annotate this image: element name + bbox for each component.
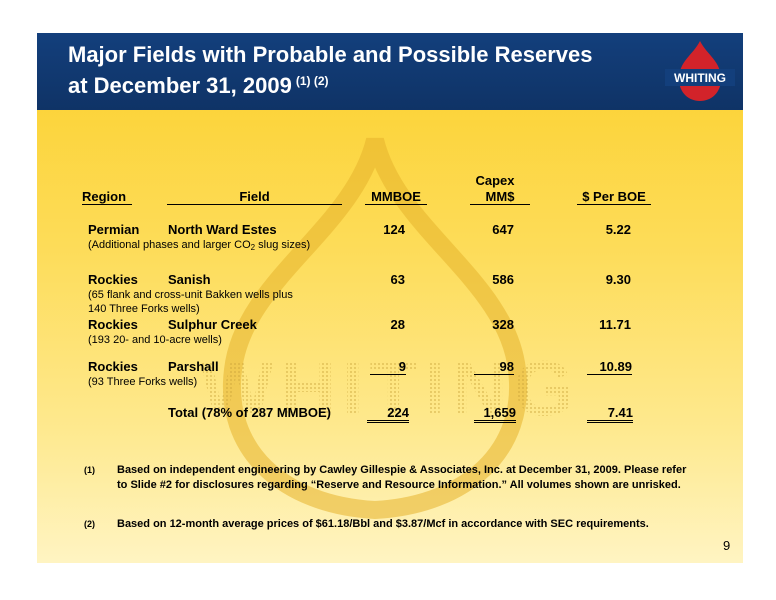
row-1-note: (Additional phases and larger CO2 slug s… — [88, 239, 310, 252]
row-2-per-boe: 9.30 — [605, 272, 631, 287]
row-4-region: Rockies — [88, 359, 138, 374]
page-number: 9 — [723, 538, 731, 553]
total-per-boe: 7.41 — [587, 405, 633, 423]
row-1-capex: 647 — [492, 222, 514, 237]
whiting-watermark: WHITING — [200, 137, 580, 520]
header-capex-line2: MM$ — [470, 189, 530, 205]
row-4-mmboe: 9 — [370, 359, 406, 375]
row-4-capex: 98 — [474, 359, 514, 375]
row-1-region: Permian — [88, 222, 140, 237]
page-title: Major Fields with Probable and Possible … — [68, 41, 593, 99]
title-line-2: at December 31, 2009 — [68, 73, 292, 98]
row-3-field: Sulphur Creek — [168, 317, 257, 332]
row-4-per-boe: 10.89 — [587, 359, 632, 375]
watermark-drop-shape — [222, 137, 528, 520]
row-4-field: Parshall — [168, 359, 219, 374]
header-capex-line1: Capex — [475, 173, 515, 188]
row-1-note-part2: slug sizes) — [255, 239, 311, 251]
row-3-per-boe: 11.71 — [599, 317, 631, 332]
header-per-boe: $ Per BOE — [577, 189, 651, 205]
row-1-per-boe: 5.22 — [605, 222, 631, 237]
total-label: Total (78% of 287 MMBOE) — [168, 405, 332, 420]
footnote-1-mark: (1) — [84, 465, 95, 475]
row-2-region: Rockies — [88, 272, 138, 287]
row-2-note-line2: 140 Three Forks wells) — [88, 303, 200, 315]
row-1-mmboe: 124 — [383, 222, 405, 237]
footnote-1-text: Based on independent engineering by Cawl… — [117, 464, 687, 491]
logo-text: WHITING — [674, 71, 726, 85]
row-3-note: (193 20- and 10-acre wells) — [88, 334, 222, 346]
watermark-text: WHITING — [200, 344, 580, 432]
total-mmboe: 224 — [367, 405, 409, 423]
row-1-note-part1: (Additional phases and larger CO — [88, 239, 251, 251]
title-line-1: Major Fields with Probable and Possible … — [68, 42, 593, 67]
header-field: Field — [167, 189, 342, 205]
row-1-note-subscript: 2 — [250, 243, 256, 252]
row-2-note-line1: (65 flank and cross-unit Bakken wells pl… — [88, 289, 293, 301]
row-3-region: Rockies — [88, 317, 138, 332]
whiting-logo: WHITING — [665, 41, 735, 101]
row-2-field: Sanish — [168, 272, 211, 287]
total-capex: 1,659 — [474, 405, 516, 423]
header-region: Region — [82, 189, 132, 205]
footnote-2-text: Based on 12-month average prices of $61.… — [117, 518, 649, 530]
slide: WHITING Major Fields with Probable and P… — [37, 33, 743, 563]
row-3-capex: 328 — [492, 317, 514, 332]
footnote-2-mark: (2) — [84, 519, 95, 529]
row-1-field: North Ward Estes — [168, 222, 277, 237]
row-3-mmboe: 28 — [390, 317, 405, 332]
title-bar: Major Fields with Probable and Possible … — [37, 33, 743, 110]
header-mmboe: MMBOE — [365, 189, 427, 205]
title-footnote-refs: (1) (2) — [295, 74, 329, 88]
row-4-note: (93 Three Forks wells) — [88, 376, 198, 388]
row-2-capex: 586 — [492, 272, 514, 287]
row-2-mmboe: 63 — [390, 272, 405, 287]
